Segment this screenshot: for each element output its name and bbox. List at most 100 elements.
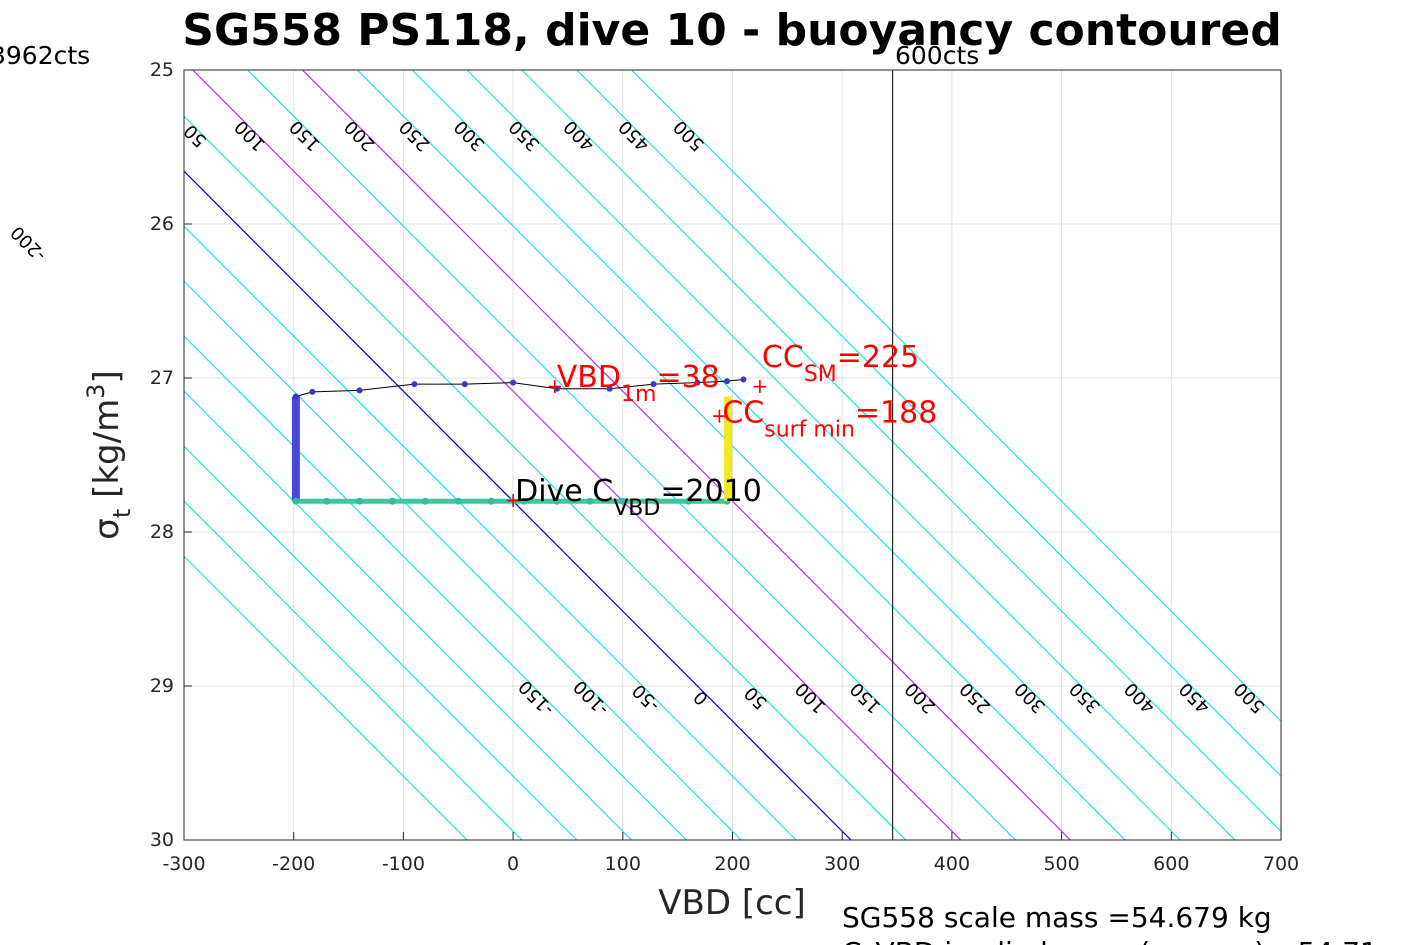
contour-line [184, 115, 907, 840]
contour-label-lower: 350 [1066, 678, 1105, 717]
x-tick-label: 700 [1263, 853, 1299, 875]
annotation-main: VBD [557, 360, 621, 395]
surface-point [356, 387, 363, 394]
contour-label-lower: 300 [1011, 678, 1050, 717]
contour-label-lower: -50 [629, 680, 665, 716]
footer: SG558 scale mass =54.679 kg C_VBD implie… [842, 901, 1378, 945]
annotation-text: Dive CVBD=2010 [515, 474, 762, 521]
surface-line [295, 379, 744, 397]
x-tick-label: -200 [272, 853, 315, 875]
y-axis-label-close: ] [87, 370, 127, 383]
contour-label-upper: 500 [670, 116, 709, 155]
y-tick-label: 29 [150, 675, 174, 697]
bottom-point [388, 497, 396, 505]
y-tick-label: 28 [150, 521, 174, 543]
x-tick-label: -100 [382, 853, 425, 875]
annotation-marker: + [752, 374, 769, 398]
annotation-main: Dive C [515, 474, 613, 509]
contour-label-lower: 450 [1175, 678, 1214, 717]
contour-label-lower: 500 [1230, 678, 1269, 717]
contour-label-upper: 450 [615, 116, 654, 155]
contour-line [247, 70, 1016, 840]
dive-trace [291, 70, 894, 840]
contour-label-lower: 250 [956, 678, 995, 717]
x-tick-label: -300 [162, 853, 205, 875]
annotation-value: =225 [837, 340, 919, 375]
y-axis-label-units: [kg/m [87, 399, 127, 509]
bottom-point [292, 497, 300, 505]
x-ticks: -300 -200 -100 0 100 200 300 400 500 600 700 [162, 832, 1299, 875]
contour-label-upper: 150 [286, 116, 325, 155]
bottom-point [652, 497, 660, 505]
contour-line [184, 225, 797, 840]
x-tick-label: 100 [605, 853, 641, 875]
contour-label-lower: 0 [690, 686, 713, 709]
x-axis-label: VBD [cc] [658, 883, 806, 923]
contour-line [184, 555, 468, 840]
annotation-sub: surf min [764, 418, 855, 443]
x-tick-label: 200 [714, 853, 750, 875]
bottom-point [487, 497, 495, 505]
y-tick-label: 25 [150, 59, 174, 81]
contour-labels: 50100150200250300350400450500-350-300-25… [7, 116, 1269, 720]
contour-label-lower: 200 [901, 678, 940, 717]
annotation-main: CC [722, 396, 764, 431]
contour-label-lower: 50 [741, 682, 772, 713]
surface-point [724, 378, 731, 385]
contour-line [631, 70, 1281, 723]
surface-point [461, 381, 468, 388]
contour-label-upper: 100 [231, 116, 270, 155]
annotation-sub: SM [804, 362, 837, 387]
annotation-marker: + [505, 488, 522, 512]
bottom-point [323, 497, 331, 505]
grid [183, 69, 1282, 841]
chart-title: SG558 PS118, dive 10 - buoyancy contoure… [182, 5, 1281, 56]
contour-label-upper: 350 [505, 116, 544, 155]
annotation-sub: VBD [613, 496, 660, 521]
y-tick-label: 26 [150, 213, 174, 235]
contour-label-upper: 50 [180, 120, 211, 151]
contour-label-lower: 150 [846, 678, 885, 717]
contour-line [184, 445, 578, 840]
contour-label-lower: -100 [570, 676, 614, 720]
annotation-text: VBD1m=38 [557, 360, 720, 407]
bottom-point [421, 497, 429, 505]
x-tick-label: 400 [934, 853, 970, 875]
y-tick-label: 27 [150, 367, 174, 389]
contour-label-lower: -150 [515, 676, 559, 720]
contour-label-lower: 100 [791, 678, 830, 717]
surface-point [309, 388, 316, 395]
footer-scale-mass: SG558 scale mass =54.679 kg [842, 901, 1272, 934]
x-tick-label: 600 [1153, 853, 1189, 875]
x-tick-label: 0 [507, 853, 519, 875]
annotation-value: =188 [855, 396, 937, 431]
surface-point [606, 385, 613, 392]
y-axis-label-subscript: t [108, 509, 136, 518]
surface-point [292, 393, 299, 400]
annotations: +VBD1m=38 +CCSM=225+CCsurf min=188+Dive C… [505, 340, 938, 521]
surface-point [411, 381, 418, 388]
y-axis-label: σt [kg/m3] [82, 370, 136, 539]
contour-line [184, 280, 742, 840]
y-axis-label-symbol: σ [87, 518, 127, 540]
x-tick-label: 300 [824, 853, 860, 875]
bottom-point [356, 497, 364, 505]
contour-label-upper: 300 [450, 116, 489, 155]
annotation-value: =2010 [660, 474, 761, 509]
annotation-text: CCsurf min=188 [722, 396, 937, 443]
contour-line [302, 70, 1071, 840]
contour-label-upper: 200 [340, 116, 379, 155]
footer-implied-mass: C_VBD implied mass (apogee) =54.71 [842, 936, 1378, 945]
y-axis-label-superscript: 3 [82, 384, 110, 399]
y-tick-label: 30 [150, 829, 174, 851]
contour-label-upper: 400 [560, 116, 599, 155]
bottom-point [619, 497, 627, 505]
contour-label-upper: 250 [395, 116, 434, 155]
surface-point [694, 379, 701, 386]
top-left-count-label: 3962cts [0, 41, 90, 70]
contour-lines [184, 70, 1281, 840]
surface-point [553, 385, 560, 392]
bottom-point [520, 497, 528, 505]
contour-line [356, 70, 1126, 840]
